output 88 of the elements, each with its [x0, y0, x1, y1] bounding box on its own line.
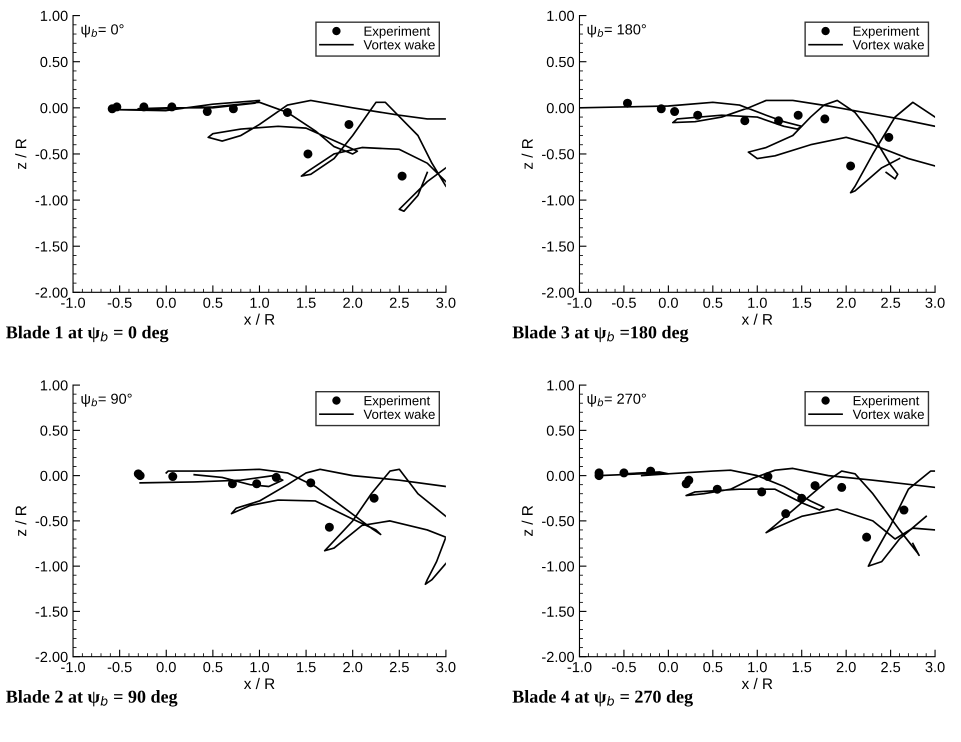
x-tick-label: 2.5 — [390, 298, 409, 308]
y-tick-label: -1.50 — [36, 606, 68, 617]
x-tick-label: 3.0 — [925, 298, 945, 308]
y-tick-label: 1.00 — [547, 10, 574, 22]
legend-label: Experiment — [854, 396, 920, 408]
y-tick-label: 0.50 — [546, 56, 574, 68]
y-tick-label: -2.00 — [36, 652, 68, 662]
x-axis-title: x / R — [742, 678, 772, 690]
x-tick-label: -0.5 — [108, 662, 132, 672]
x-tick-label: 2.5 — [390, 662, 409, 672]
legend-label: Experiment — [364, 396, 430, 408]
x-axis-title: x / R — [244, 678, 274, 690]
legend-label: Vortex wake — [364, 40, 435, 50]
text: Blade 4 at ψ$_{b}$ = 270 deg — [512, 690, 693, 707]
y-axis-title: z / R — [522, 506, 533, 536]
x-tick-label: 2.5 — [881, 298, 900, 308]
x-tick-label: -1.0 — [61, 298, 86, 308]
x-tick-label: -0.5 — [612, 298, 636, 308]
text: Blade 3 at ψ$_{b}$ =180 deg — [512, 326, 688, 342]
x-tick-label: 1.0 — [250, 298, 270, 308]
y-tick-label: -2.00 — [542, 287, 574, 298]
x-tick-label: 0.0 — [156, 298, 176, 308]
x-tick-label: 1.0 — [250, 662, 270, 672]
y-tick-label: -2.00 — [542, 652, 574, 662]
legend-label: Vortex wake — [364, 409, 435, 419]
x-axis-title: x / R — [742, 314, 772, 325]
legend-label: Vortex wake — [852, 40, 924, 50]
x-tick-label: 3.0 — [925, 662, 945, 672]
x-tick-label: 3.0 — [436, 298, 456, 308]
y-tick-label: -1.50 — [542, 241, 574, 252]
x-tick-label: -1.0 — [61, 662, 86, 672]
y-tick-label: -0.50 — [542, 516, 574, 526]
x-tick-label: 2.0 — [836, 662, 856, 672]
x-tick-label: 0.5 — [203, 662, 222, 672]
y-tick-label: 0.00 — [40, 102, 68, 114]
x-tick-label: 0.5 — [703, 662, 722, 672]
y-tick-label: 1.00 — [40, 380, 68, 391]
x-tick-label: 0.0 — [156, 662, 176, 672]
x-tick-label: -0.5 — [108, 298, 132, 308]
x-tick-label: 1.5 — [297, 662, 316, 672]
y-tick-label: -1.50 — [36, 241, 68, 252]
y-tick-label: 0.00 — [40, 470, 68, 482]
y-axis-title: z / R — [15, 506, 26, 536]
y-tick-label: -1.00 — [36, 195, 68, 206]
x-tick-label: 2.5 — [881, 662, 900, 672]
x-tick-label: -1.0 — [568, 298, 592, 308]
x-tick-label: 1.0 — [748, 662, 767, 672]
y-tick-label: -0.50 — [36, 516, 68, 526]
annotation: ψ$_{b}$= 180° — [588, 24, 646, 38]
y-tick-label: 1.00 — [547, 380, 574, 391]
y-tick-label: -0.50 — [36, 149, 68, 160]
x-tick-label: 3.0 — [436, 662, 456, 672]
y-tick-label: 0.50 — [40, 425, 68, 436]
x-tick-label: 2.0 — [343, 298, 362, 308]
y-tick-label: 0.50 — [546, 425, 574, 436]
y-tick-label: -1.50 — [542, 606, 574, 617]
y-tick-label: -1.00 — [542, 561, 574, 572]
annotation: ψ$_{b}$= 270° — [588, 394, 646, 407]
y-tick-label: -1.00 — [36, 561, 68, 572]
y-axis-title: z / R — [15, 138, 26, 170]
legend-label: Experiment — [854, 26, 920, 38]
x-tick-label: 1.5 — [792, 662, 812, 672]
y-tick-label: 1.00 — [40, 10, 68, 22]
y-tick-label: -0.50 — [542, 149, 574, 160]
y-axis-title: z / R — [522, 138, 533, 170]
y-tick-label: 0.00 — [546, 470, 574, 482]
x-tick-label: 0.0 — [658, 662, 678, 672]
legend-label: Experiment — [364, 26, 430, 38]
annotation: ψ$_{b}$= 90° — [81, 394, 132, 407]
legend-label: Vortex wake — [852, 409, 924, 419]
x-tick-label: 0.0 — [658, 298, 678, 308]
annotation: ψ$_{b}$= 0° — [81, 24, 124, 38]
text: Blade 1 at ψ$_{b}$ = 0 deg — [6, 326, 168, 342]
x-tick-label: 2.0 — [836, 298, 856, 308]
y-tick-label: -2.00 — [36, 287, 68, 298]
x-tick-label: 2.0 — [343, 662, 362, 672]
y-tick-label: 0.50 — [40, 56, 68, 68]
x-tick-label: -0.5 — [612, 662, 636, 672]
text: Blade 2 at ψ$_{b}$ = 90 deg — [6, 690, 178, 707]
x-axis-title: x / R — [244, 314, 274, 325]
x-tick-label: 0.5 — [203, 298, 222, 308]
y-tick-label: 0.00 — [546, 102, 574, 114]
x-tick-label: 0.5 — [703, 298, 722, 308]
y-tick-label: -1.00 — [542, 195, 574, 206]
x-tick-label: -1.0 — [568, 662, 592, 672]
x-tick-label: 1.5 — [297, 298, 316, 308]
x-tick-label: 1.5 — [792, 298, 812, 308]
x-tick-label: 1.0 — [748, 298, 767, 308]
